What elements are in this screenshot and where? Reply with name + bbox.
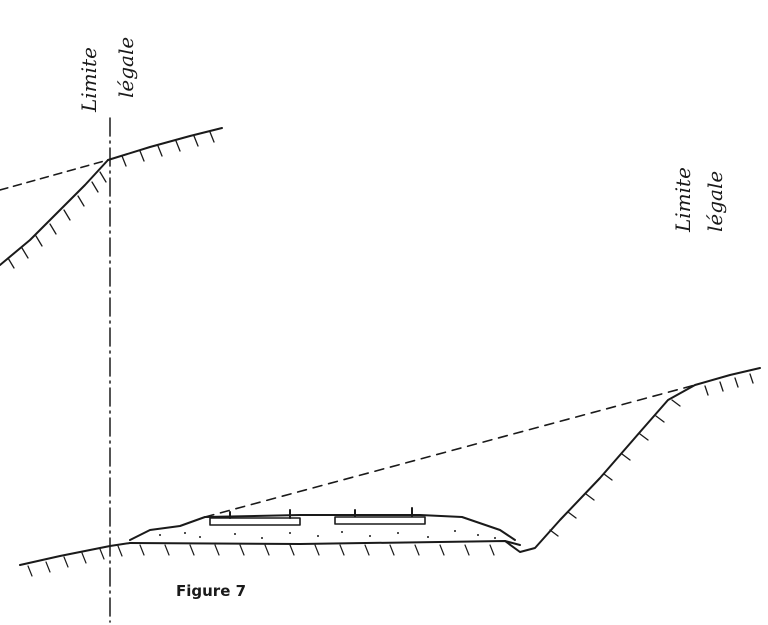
- left-limit-label-line2: légale: [114, 37, 138, 98]
- ground-line: [19, 542, 131, 577]
- right-limit-label-line2: légale: [703, 171, 727, 232]
- track-embankment: [129, 507, 521, 556]
- left-dashed-profile: [0, 159, 109, 191]
- right-limit-label-line1: Limite: [671, 167, 695, 233]
- figure-caption: Figure 7: [176, 582, 246, 600]
- upper-left-cut-slope: [0, 127, 223, 269]
- right-dashed-profile: [204, 384, 696, 518]
- right-cut-slope: [504, 367, 761, 553]
- left-limit-label-line1: Limite: [77, 47, 101, 113]
